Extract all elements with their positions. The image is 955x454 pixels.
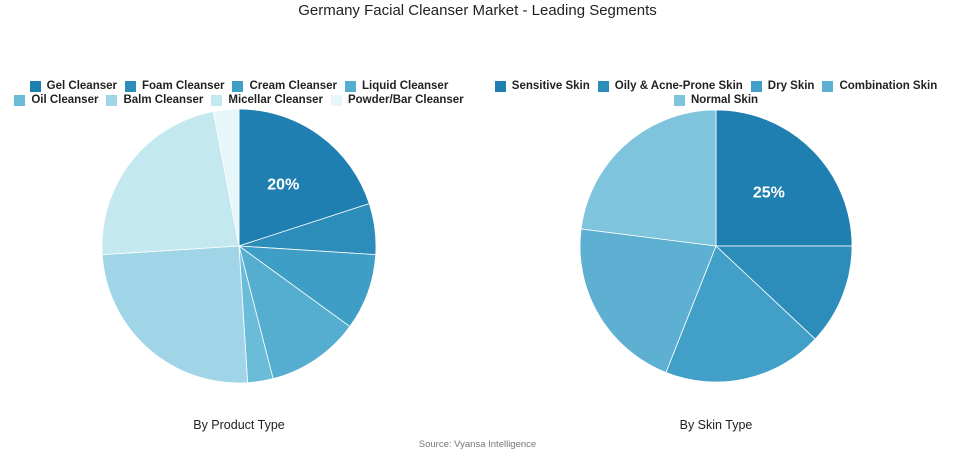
legend-swatch [597,80,609,92]
legend-label: Cream Cleanser [249,80,338,92]
legend-item: Dry Skin [750,80,815,92]
legend-label: Powder/Bar Cleanser [347,94,464,106]
legend: Gel Cleanser Foam Cleanser Cream Cleanser L… [14,80,464,106]
legend-swatch [345,80,357,92]
legend-swatch [822,80,834,92]
legend-label: Dry Skin [767,80,815,92]
legend-label: Balm Cleanser [123,94,204,106]
source: Source: Vyansa Intelligence [418,439,537,450]
legend-item: Balm Cleanser [106,94,203,106]
pie-slice [238,108,370,247]
legend-label: Oil Cleanser [31,94,99,106]
data-label: 25% [753,184,785,201]
legend-item: Normal Skin [673,94,759,106]
legend-item: Liquid Cleanser [345,80,448,92]
legend-swatch [330,94,342,106]
legend-label: Normal Skin [690,94,759,106]
legend: Sensitive Skin Oily & Acne-Prone Skin Dry … [491,80,941,106]
legend-label: Oily & Acne-Prone Skin [614,80,743,92]
pie-slice [579,228,717,373]
legend-item: Micellar Cleanser [211,94,323,106]
pie-slice [101,110,240,256]
legend-item: Sensitive Skin [494,80,590,92]
legend-swatch [106,94,118,106]
chart-subtitle: By Product Type [193,418,285,432]
legend-swatch [29,80,41,92]
legend-item: Oily & Acne-Prone Skin [597,80,743,92]
legend-item: Combination Skin [822,80,937,92]
legend-swatch [125,80,136,92]
chart-title: Germany Facial Cleanser Market - Leading… [298,2,657,19]
chart-subtitle: By Skin Type [679,418,753,432]
legend-label: Sensitive Skin [511,80,590,92]
pie-slice [715,109,853,247]
legend-label: Micellar Cleanser [228,94,323,106]
pie-slice [665,245,816,383]
pie-slice [714,245,853,340]
pie-slice [238,245,351,380]
data-label: 20% [267,176,299,193]
legend-label: Combination Skin [839,80,938,92]
legend-label: Liquid Cleanser [362,80,449,92]
legend-item: Cream Cleanser [232,80,337,92]
legend-swatch [494,80,506,92]
legend-swatch [673,94,685,106]
pie-slice [101,245,249,384]
legend-swatch [14,94,26,106]
legend-item: Powder/Bar Cleanser [330,94,464,106]
pie-slice [212,108,240,247]
legend-item: Gel Cleanser [29,80,117,92]
legend-swatch [232,80,244,92]
pie-slice [580,109,717,247]
legend-label: Foam Cleanser [142,80,225,92]
legend-label: Gel Cleanser [46,80,117,92]
legend-item: Oil Cleanser [14,94,98,106]
legend-swatch [211,94,223,106]
legend-swatch [750,80,762,92]
legend-item: Foam Cleanser [125,80,224,92]
